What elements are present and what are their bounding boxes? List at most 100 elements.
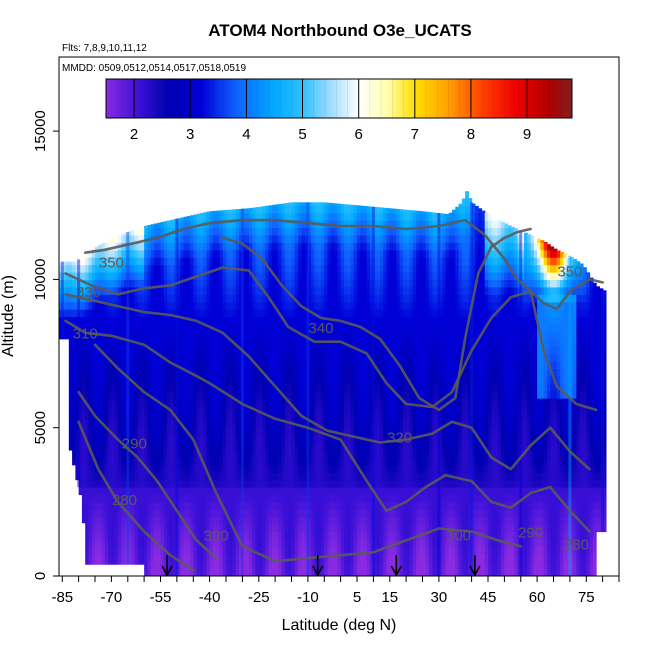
heat-cell — [284, 212, 289, 221]
heat-cell — [140, 538, 145, 547]
heat-cell — [402, 383, 407, 392]
heat-cell — [314, 531, 319, 540]
heat-cell — [248, 538, 253, 547]
heat-cell — [144, 472, 149, 481]
heat-cell — [252, 568, 257, 576]
heat-cell — [189, 390, 194, 399]
heat-cell — [393, 338, 397, 347]
heat-cell — [307, 531, 312, 540]
heat-cell — [163, 234, 168, 243]
heat-cell — [212, 338, 217, 347]
heat-cell — [389, 435, 394, 444]
heat-cell — [150, 227, 155, 236]
heat-cell — [180, 360, 185, 369]
heat-cell — [186, 494, 191, 503]
heat-cell — [203, 472, 207, 481]
heat-cell — [248, 398, 253, 407]
heat-cell — [281, 501, 286, 510]
heat-cell — [248, 286, 253, 295]
heat-cell — [150, 375, 155, 384]
heat-cell — [239, 531, 243, 540]
heat-cell — [239, 375, 243, 384]
heat-cell — [262, 279, 266, 288]
heat-cell — [91, 427, 96, 436]
heat-cell — [255, 457, 260, 466]
heat-cell — [127, 242, 132, 251]
heat-cell — [183, 405, 188, 414]
heat-cell — [389, 212, 394, 221]
heat-cell — [347, 264, 352, 273]
heat-cell — [203, 435, 207, 444]
heat-cell — [150, 568, 155, 576]
heat-cell — [304, 286, 309, 295]
heat-cell — [235, 553, 240, 562]
heat-cell — [320, 360, 325, 369]
heat-cell — [258, 375, 263, 384]
heat-cell — [183, 264, 188, 273]
heat-cell — [101, 375, 106, 384]
heat-cell — [232, 309, 237, 318]
heat-cell — [219, 368, 224, 377]
heat-cell — [232, 286, 237, 295]
heat-cell — [114, 294, 119, 303]
heat-cell — [137, 427, 142, 436]
heat-cell — [327, 346, 332, 355]
heat-cell — [101, 427, 106, 436]
heat-cell — [219, 479, 224, 488]
heat-cell — [294, 353, 299, 362]
heat-cell — [393, 516, 397, 525]
heat-cell — [284, 398, 289, 407]
heat-cell — [95, 375, 99, 384]
heat-cell — [229, 487, 234, 496]
heat-cell — [298, 242, 302, 251]
heat-cell — [386, 494, 391, 503]
heat-cell — [170, 435, 175, 444]
heat-cell — [189, 546, 194, 555]
heat-cell — [114, 257, 119, 266]
heat-cell — [255, 427, 260, 436]
heat-cell — [284, 390, 289, 399]
heat-cell — [366, 249, 371, 258]
heat-cell — [304, 234, 309, 243]
heat-cell — [258, 338, 263, 347]
heat-cell — [88, 338, 93, 347]
heat-cell — [271, 323, 276, 332]
heat-cell — [258, 249, 263, 258]
heat-cell — [334, 494, 338, 503]
heat-cell — [383, 487, 388, 496]
heat-cell — [114, 390, 119, 399]
heat-cell — [75, 405, 80, 414]
heat-cell — [337, 464, 342, 473]
heat-cell — [350, 368, 355, 377]
heat-cell — [160, 257, 165, 266]
heat-cell — [314, 516, 319, 525]
heat-cell — [121, 257, 126, 266]
heat-cell — [206, 368, 211, 377]
heat-cell — [278, 316, 283, 325]
heat-cell — [304, 516, 309, 525]
heat-cell — [350, 538, 355, 547]
heat-cell — [340, 568, 345, 576]
heat-cell — [81, 464, 86, 473]
heat-cell — [294, 202, 299, 206]
heat-cell — [376, 264, 381, 273]
heat-cell — [268, 212, 273, 221]
heat-cell — [327, 272, 332, 281]
heat-cell — [320, 568, 325, 576]
heat-cell — [219, 220, 224, 229]
heat-cell — [117, 294, 122, 303]
heat-cell — [140, 346, 145, 355]
heat-cell — [242, 420, 247, 429]
heat-cell — [209, 368, 214, 377]
heat-cell — [81, 501, 86, 510]
heat-cell — [288, 464, 293, 473]
heat-cell — [343, 546, 348, 555]
heat-cell — [85, 412, 90, 421]
heat-cell — [117, 487, 122, 496]
heat-cell — [91, 294, 96, 303]
heat-cell — [252, 360, 257, 369]
heat-cell — [301, 524, 306, 533]
heat-cell — [271, 257, 276, 266]
heat-cell — [340, 464, 345, 473]
heat-cell — [284, 383, 289, 392]
